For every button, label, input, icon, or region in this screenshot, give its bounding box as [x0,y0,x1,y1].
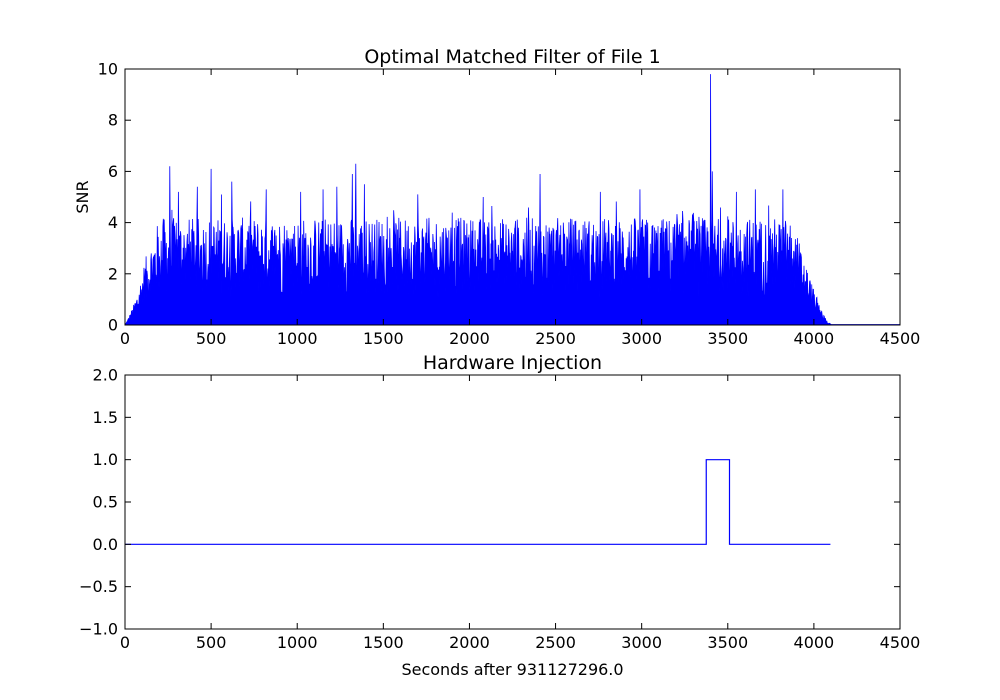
y-tick-label: 2.0 [93,366,118,385]
x-tick-label: 2500 [535,329,576,348]
injection-axis-ticks: 0 500 1000 1500 2000 2500 3000 3500 4000 4500 −1.0… [79,366,920,653]
snr-ylabel: SNR [73,180,92,213]
y-tick-label: 2 [108,264,118,283]
y-tick-label: 6 [108,162,118,181]
x-tick-label: 3500 [707,329,748,348]
y-tick-label: −0.5 [79,577,118,596]
y-tick-label: 1.0 [93,450,118,469]
injection-series-line [125,459,831,545]
snr-axis-ticks: 0 500 1000 1500 2000 2500 3000 3500 4000 4500 0 2 4 6… [98,60,921,349]
y-tick-label: 10 [98,60,118,79]
x-tick-label: 4000 [794,329,835,348]
y-tick-label: 0.5 [93,493,118,512]
snr-series [124,74,901,326]
snr-series-area [124,74,901,326]
x-tick-label: 2500 [535,633,576,652]
x-tick-label: 4500 [880,633,921,652]
injection-plot-frame [124,374,901,630]
x-tick-label: 2000 [449,329,490,348]
x-tick-label: 1000 [277,633,318,652]
x-tick-label: 0 [120,329,130,348]
injection-panel: Hardware Injection Seconds after 9311272… [79,352,920,679]
snr-title: Optimal Matched Filter of File 1 [364,46,660,68]
y-tick-label: 8 [108,111,118,130]
x-tick-label: 4000 [794,633,835,652]
x-tick-label: 1500 [363,633,404,652]
x-tick-label: 500 [196,633,227,652]
x-tick-label: 1500 [363,329,404,348]
x-tick-label: 4500 [880,329,921,348]
injection-series [125,459,831,545]
injection-title: Hardware Injection [423,352,602,374]
snr-plot-frame [124,68,901,326]
y-tick-label: 0.0 [93,535,118,554]
y-tick-label: 0 [108,316,118,335]
x-tick-label: 1000 [277,329,318,348]
x-tick-label: 2000 [449,633,490,652]
x-tick-label: 500 [196,329,227,348]
y-tick-label: −1.0 [79,620,118,639]
x-tick-label: 0 [120,633,130,652]
x-tick-label: 3500 [707,633,748,652]
x-tick-label: 3000 [621,633,662,652]
x-tick-label: 3000 [621,329,662,348]
y-tick-label: 1.5 [93,408,118,427]
injection-xlabel: Seconds after 931127296.0 [401,660,623,679]
y-tick-label: 4 [108,213,118,232]
snr-panel: Optimal Matched Filter of File 1 SNR 0 50… [73,46,920,348]
